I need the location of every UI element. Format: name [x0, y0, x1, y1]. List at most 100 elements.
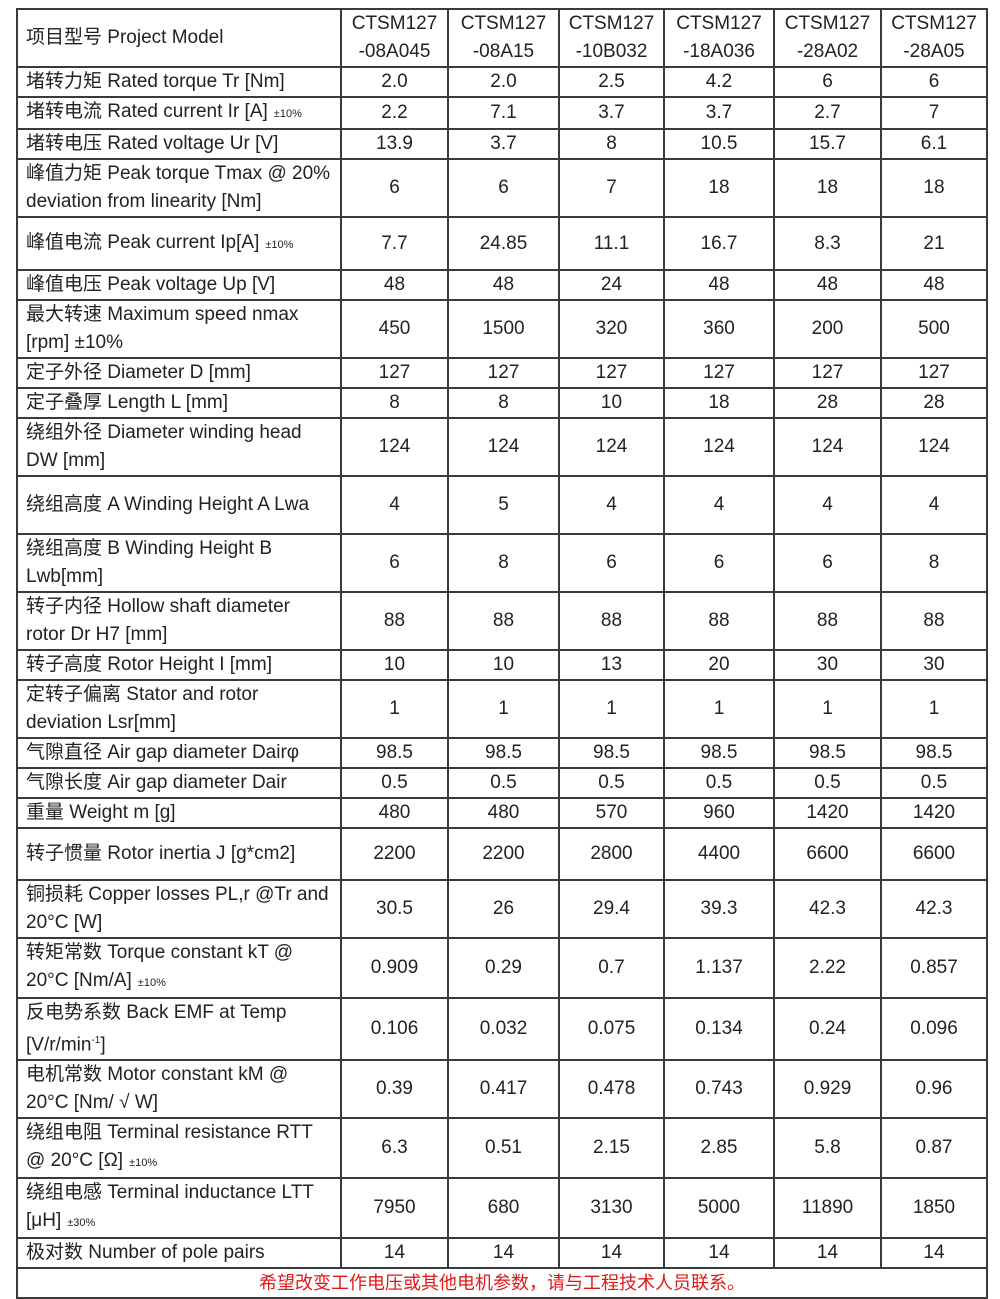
table-cell: 2.85 [663, 1117, 775, 1180]
row-label: 堵转电压 Rated voltage Ur [V] [16, 128, 342, 160]
table-row: 峰值力矩 Peak torque Tmax @ 20% deviation fr… [16, 158, 988, 218]
table-cell: 0.857 [880, 937, 988, 999]
table-cell: 5 [447, 475, 560, 535]
row-label-text: 定子外径 Diameter D [mm] [26, 362, 251, 383]
table-cell: 6 [663, 533, 775, 593]
row-label: 峰值力矩 Peak torque Tmax @ 20% deviation fr… [16, 158, 342, 218]
table-cell: 10 [340, 649, 449, 681]
table-cell: 1 [773, 679, 882, 739]
row-label: 定转子偏离 Stator and rotor deviation Lsr[mm] [16, 679, 342, 739]
row-label: 重量 Weight m [g] [16, 797, 342, 829]
table-cell: 1 [340, 679, 449, 739]
row-label-text: 绕组高度 B Winding Height B Lwb[mm] [26, 538, 273, 587]
row-label-text: 转矩常数 Torque constant kT @ 20°C [Nm/A] [26, 942, 294, 991]
table-cell: 8.3 [773, 216, 882, 271]
model-name-line: -10B032 [575, 41, 648, 62]
table-cell: 1 [558, 679, 665, 739]
table-cell: 10 [447, 649, 560, 681]
table-row: 堵转电流 Rated current Ir [A] ±10% 2.2 7.1 3.7 3.… [16, 96, 988, 130]
table-cell: 570 [558, 797, 665, 829]
table-cell: 127 [558, 357, 665, 389]
table-cell: 0.87 [880, 1117, 988, 1180]
table-cell: 8 [880, 533, 988, 593]
table-row: 堵转力矩 Rated torque Tr [Nm] 2.0 2.0 2.5 4.2 6 6 [16, 66, 988, 98]
table-row: 转子高度 Rotor Height I [mm] 10 10 13 20 30 30 [16, 649, 988, 681]
row-label-text: 绕组电阻 Terminal resistance RTT @ 20°C [Ω] [26, 1122, 313, 1172]
table-cell: 5.8 [773, 1117, 882, 1180]
tolerance-note: ±10% [273, 108, 302, 120]
contact-note: 希望改变工作电压或其他电机参数，请与工程技术人员联系。 [16, 1267, 988, 1299]
table-row: 峰值电压 Peak voltage Up [V] 48 48 24 48 48 48 [16, 269, 988, 301]
model-header: CTSM127 -28A05 [880, 8, 988, 68]
table-cell: 124 [663, 417, 775, 477]
table-cell: 48 [447, 269, 560, 301]
table-cell: 7.1 [447, 96, 560, 130]
table-cell: 4.2 [663, 66, 775, 98]
row-label: 转矩常数 Torque constant kT @ 20°C [Nm/A] ±10… [16, 937, 342, 999]
table-row: 极对数 Number of pole pairs 14 14 14 14 14 14 [16, 1237, 988, 1270]
table-cell: 42.3 [773, 879, 882, 939]
table-cell: 1 [447, 679, 560, 739]
row-label-text: 反电势系数 Back EMF at Temp [V/r/min [26, 1002, 287, 1056]
model-name-line: -18A036 [683, 41, 755, 62]
model-name-line: CTSM127 [351, 13, 438, 34]
model-name-line: CTSM127 [676, 13, 762, 34]
table-cell: 0.7 [558, 937, 665, 999]
row-label-text: 堵转力矩 Rated torque Tr [Nm] [26, 71, 285, 92]
table-cell: 0.96 [880, 1059, 988, 1120]
table-cell: 13.9 [340, 128, 449, 160]
table-cell: 6600 [880, 827, 988, 881]
model-name-line: -08A045 [358, 41, 431, 62]
table-cell: 124 [773, 417, 882, 477]
table-cell: 18 [663, 158, 775, 218]
table-cell: 14 [773, 1237, 882, 1270]
table-cell: 1420 [773, 797, 882, 829]
model-name-line: CTSM127 [460, 13, 547, 34]
footer-row: 希望改变工作电压或其他电机参数，请与工程技术人员联系。 [16, 1267, 988, 1299]
row-label: 绕组高度 B Winding Height B Lwb[mm] [16, 533, 342, 593]
table-cell: 13 [558, 649, 665, 681]
row-label: 极对数 Number of pole pairs [16, 1237, 342, 1270]
table-cell: 48 [773, 269, 882, 301]
table-cell: 2.0 [340, 66, 449, 98]
table-row: 电机常数 Motor constant kM @ 20°C [Nm/ √ W] 0… [16, 1059, 988, 1120]
table-row: 重量 Weight m [g] 480 480 570 960 1420 1420 [16, 797, 988, 829]
row-label: 定子外径 Diameter D [mm] [16, 357, 342, 389]
row-label: 电机常数 Motor constant kM @ 20°C [Nm/ √ W] [16, 1059, 342, 1120]
table-cell: 21 [880, 216, 988, 271]
table-cell: 0.5 [663, 767, 775, 799]
table-cell: 0.51 [447, 1117, 560, 1180]
table-cell: 2.7 [773, 96, 882, 130]
table-cell: 0.29 [447, 937, 560, 999]
table-cell: 6 [340, 533, 449, 593]
table-cell: 0.909 [340, 937, 449, 999]
row-label-text: 峰值力矩 Peak torque Tmax @ 20% deviation fr… [26, 163, 331, 212]
table-cell: 6 [773, 66, 882, 98]
table-cell: 4 [558, 475, 665, 535]
table-cell: 127 [340, 357, 449, 389]
table-cell: 6 [773, 533, 882, 593]
table-cell: 88 [447, 591, 560, 651]
row-label: 定子叠厚 Length L [mm] [16, 387, 342, 419]
row-label-text: 最大转速 Maximum speed nmax [rpm] ±10% [26, 304, 299, 353]
table-cell: 4 [773, 475, 882, 535]
table-cell: 124 [447, 417, 560, 477]
table-row: 绕组高度 A Winding Height A Lwa 4 5 4 4 4 4 [16, 475, 988, 535]
table-cell: 88 [663, 591, 775, 651]
row-label-text: 堵转电压 Rated voltage Ur [V] [26, 133, 279, 154]
table-row: 绕组高度 B Winding Height B Lwb[mm] 6 8 6 6 6 8 [16, 533, 988, 593]
table-cell: 4400 [663, 827, 775, 881]
table-cell: 0.24 [773, 996, 882, 1062]
model-name-line: CTSM127 [891, 13, 977, 34]
table-cell: 124 [880, 417, 988, 477]
table-cell: 1500 [447, 299, 560, 359]
table-cell: 7.7 [340, 216, 449, 271]
row-label: 最大转速 Maximum speed nmax [rpm] ±10% [16, 299, 342, 359]
table-cell: 6 [558, 533, 665, 593]
row-label-text: 定转子偏离 Stator and rotor deviation Lsr[mm] [26, 684, 259, 733]
table-cell: 3130 [558, 1177, 665, 1240]
table-cell: 6.3 [340, 1117, 449, 1180]
table-cell: 28 [880, 387, 988, 419]
table-row: 定子外径 Diameter D [mm] 127 127 127 127 127 127 [16, 357, 988, 389]
table-cell: 6 [340, 158, 449, 218]
